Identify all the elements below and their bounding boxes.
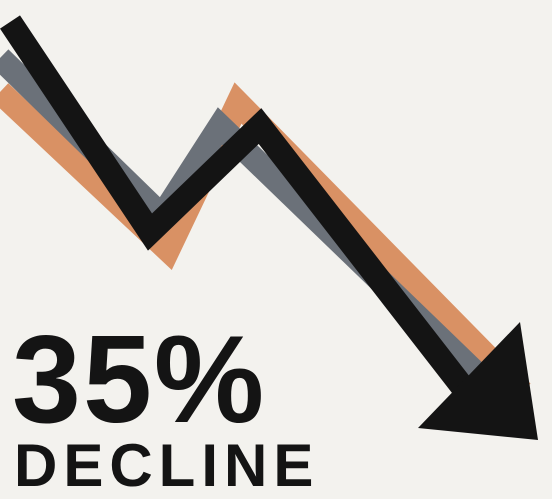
downward-zigzag-arrow-icon	[0, 15, 538, 440]
declining-arrow-graphic	[0, 15, 538, 440]
arrowhead	[418, 322, 538, 440]
decline-label: DECLINE	[14, 432, 320, 499]
decline-percentage: 35%	[12, 311, 267, 449]
arrow-stripe-black	[0, 15, 492, 420]
